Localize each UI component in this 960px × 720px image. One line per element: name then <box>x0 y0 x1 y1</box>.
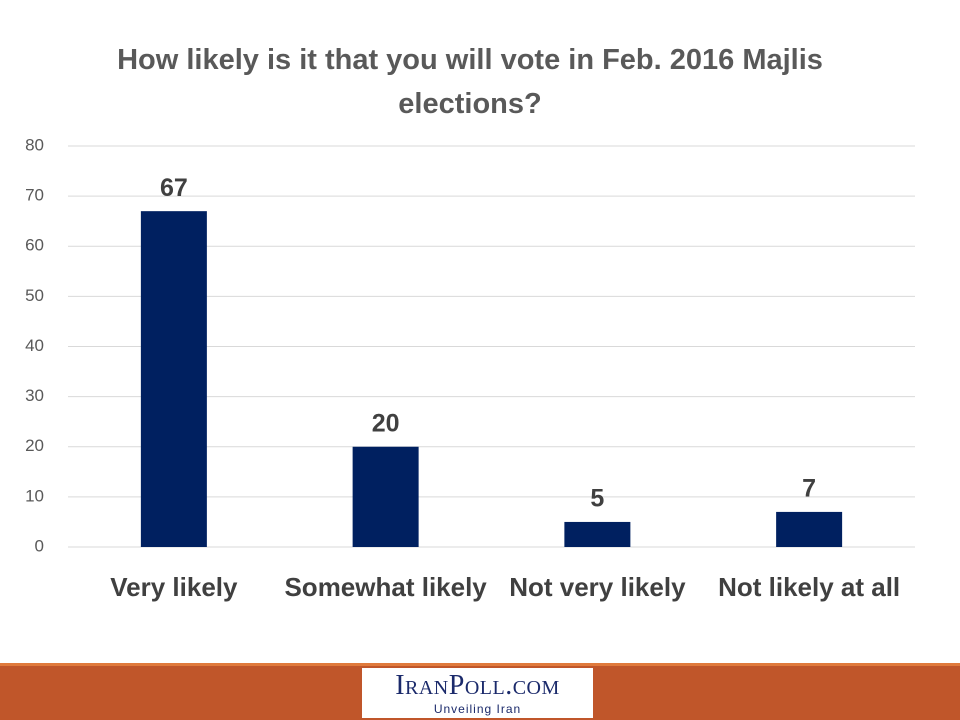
y-tick-label: 80 <box>25 135 44 154</box>
bar <box>564 521 631 547</box>
logo-tagline: Unveiling Iran <box>433 702 522 716</box>
y-tick-label: 0 <box>35 536 44 555</box>
data-label: 5 <box>590 485 604 513</box>
bar <box>352 446 419 547</box>
x-tick-label: Not very likely <box>509 572 686 602</box>
x-tick-label: Not likely at all <box>718 572 901 602</box>
y-tick-label: 30 <box>25 386 44 405</box>
y-tick-label: 40 <box>25 336 44 355</box>
x-tick-label: Somewhat likely <box>284 572 487 602</box>
data-label: 20 <box>372 409 400 437</box>
y-tick-label: 20 <box>25 436 44 455</box>
logo-text: IranPoll.com <box>395 670 560 701</box>
y-tick-label: 10 <box>25 486 44 505</box>
y-tick-label: 70 <box>25 186 44 205</box>
logo: IranPoll.com Unveiling Iran <box>362 668 593 718</box>
x-tick-label: Very likely <box>110 572 238 602</box>
y-tick-label: 50 <box>25 286 44 305</box>
y-tick-label: 60 <box>25 236 44 255</box>
bar <box>776 511 843 547</box>
data-label: 67 <box>160 174 188 202</box>
data-label: 7 <box>802 475 816 503</box>
chart-title: How likely is it that you will vote in F… <box>117 44 823 120</box>
bar <box>140 211 207 547</box>
